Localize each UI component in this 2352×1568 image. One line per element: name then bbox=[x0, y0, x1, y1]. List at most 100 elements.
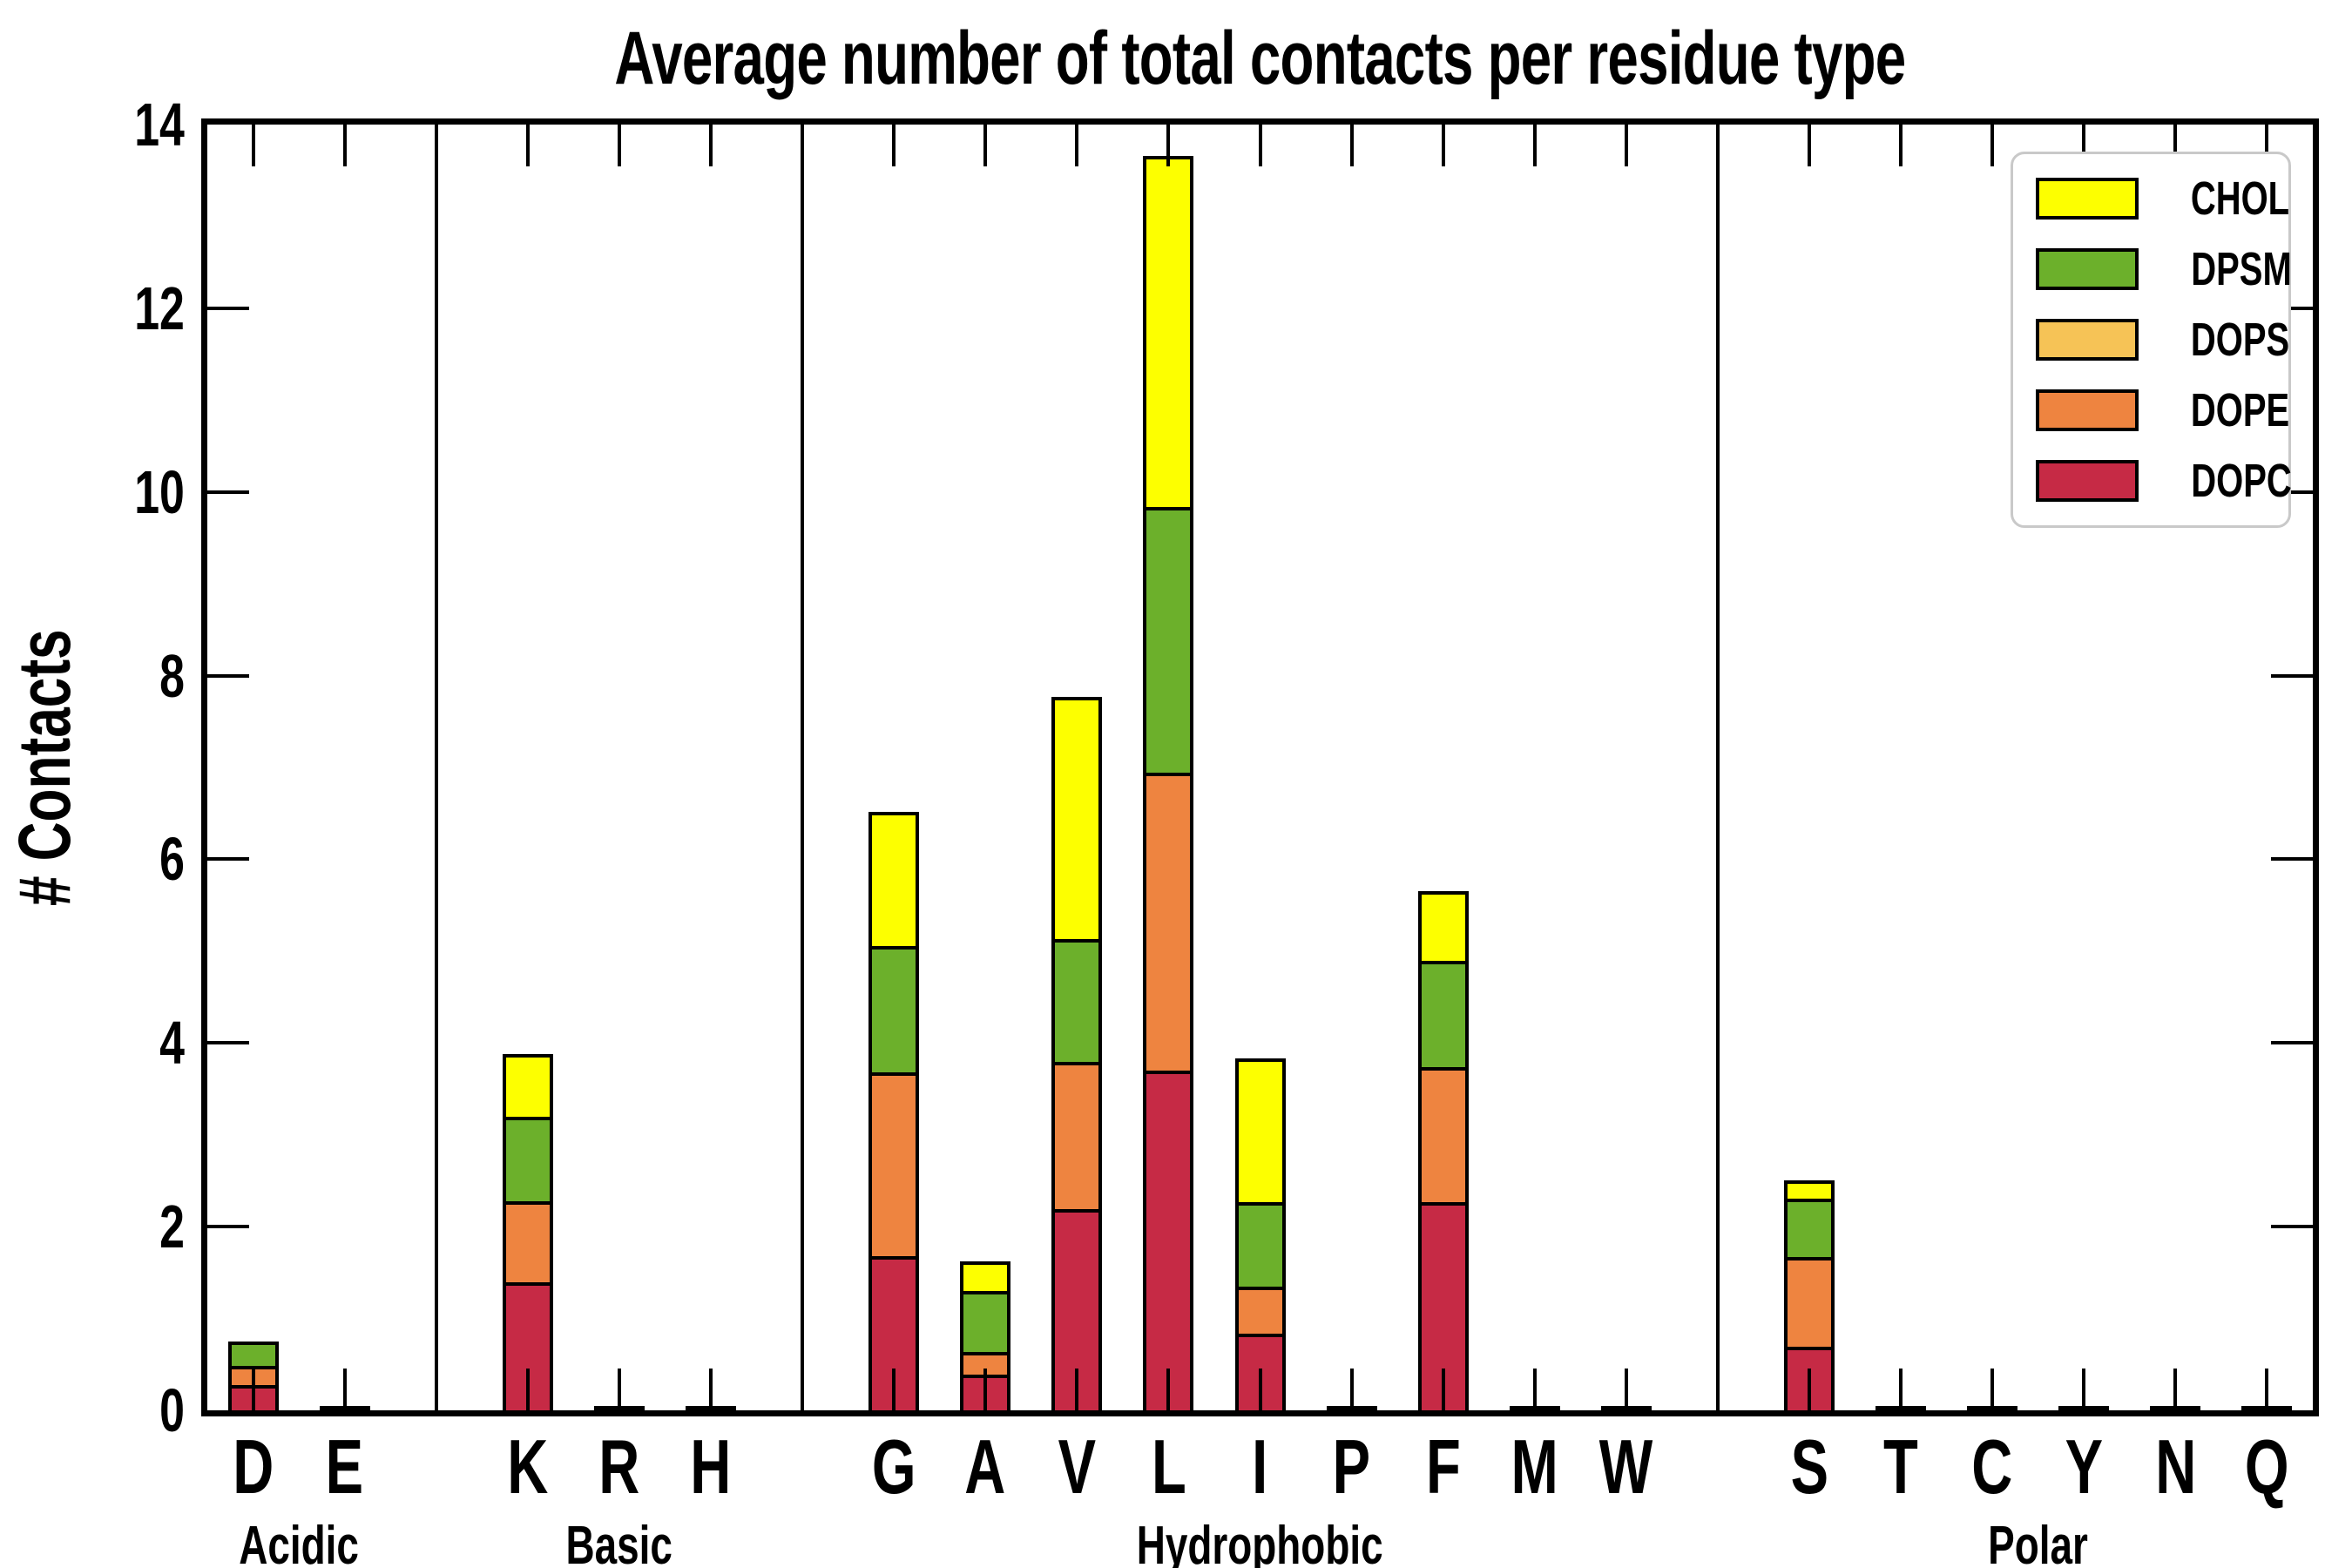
x-tick-mark-top bbox=[617, 125, 621, 166]
bar-segment-I-CHOL bbox=[1238, 1062, 1282, 1206]
bar-segment-F-DPSM bbox=[1421, 963, 1465, 1071]
x-tick-mark-top bbox=[1349, 125, 1354, 166]
plot-area bbox=[201, 118, 2319, 1416]
bar-L bbox=[1143, 156, 1194, 1410]
x-tick-label-W: W bbox=[1548, 1425, 1705, 1509]
legend-swatch-DOPS bbox=[2036, 318, 2139, 361]
y-tick-label-text: 8 bbox=[159, 641, 185, 710]
y-tick-mark-right bbox=[2271, 1041, 2313, 1045]
x-tick-label-text: K bbox=[507, 1423, 549, 1510]
legend-label-CHOL: CHOL bbox=[2173, 172, 2307, 226]
x-tick-mark-bottom bbox=[1258, 1369, 1262, 1410]
y-tick-label-2: 2 bbox=[0, 1187, 185, 1266]
bar-segment-A-CHOL bbox=[963, 1265, 1008, 1295]
bar-segment-K-DOPE bbox=[505, 1204, 550, 1286]
x-tick-label-text: H bbox=[690, 1423, 732, 1510]
bar-segment-F-DOPE bbox=[1421, 1070, 1465, 1206]
x-tick-label-N: N bbox=[2097, 1425, 2254, 1509]
group-label-basic: Basic bbox=[393, 1516, 846, 1568]
x-tick-mark-bottom bbox=[1624, 1369, 1628, 1410]
y-tick-label-text: 14 bbox=[134, 91, 185, 159]
group-label-polar: Polar bbox=[1812, 1516, 2265, 1568]
bar-segment-A-DPSM bbox=[963, 1294, 1008, 1355]
x-tick-mark-bottom bbox=[708, 1369, 713, 1410]
bar-segment-L-DPSM bbox=[1146, 510, 1191, 776]
x-tick-label-Y: Y bbox=[2005, 1425, 2162, 1509]
x-tick-label-text: A bbox=[964, 1423, 1006, 1510]
legend-label-DOPC: DOPC bbox=[2173, 454, 2309, 508]
y-tick-mark-right bbox=[2271, 857, 2313, 862]
x-tick-mark-top bbox=[342, 125, 347, 166]
group-separator-line bbox=[1715, 125, 1720, 1410]
x-tick-mark-bottom bbox=[1166, 1369, 1171, 1410]
bar-segment-S-CHOL bbox=[1788, 1183, 1832, 1202]
x-tick-label-C: C bbox=[1914, 1425, 2071, 1509]
y-tick-label-text: 12 bbox=[134, 274, 185, 342]
legend-swatch-DOPE bbox=[2036, 389, 2139, 432]
y-tick-mark-left bbox=[207, 490, 249, 494]
legend-entry-DOPE: DOPE bbox=[2036, 383, 2290, 437]
x-tick-mark-top bbox=[1075, 125, 1079, 166]
bar-V bbox=[1051, 697, 1103, 1410]
x-tick-mark-bottom bbox=[2173, 1369, 2178, 1410]
x-tick-mark-bottom bbox=[2082, 1369, 2086, 1410]
x-tick-label-text: T bbox=[1883, 1423, 1918, 1510]
x-tick-label-Q: Q bbox=[2188, 1425, 2345, 1509]
legend-label-text: CHOL bbox=[2190, 172, 2290, 225]
y-tick-mark-right bbox=[2271, 490, 2313, 494]
x-tick-mark-bottom bbox=[1899, 1369, 1903, 1410]
x-tick-mark-top bbox=[708, 125, 713, 166]
bar-segment-V-CHOL bbox=[1055, 700, 1099, 943]
x-tick-label-text: L bbox=[1151, 1423, 1186, 1510]
y-tick-label-14: 14 bbox=[0, 85, 185, 164]
bar-segment-F-CHOL bbox=[1421, 894, 1465, 964]
x-tick-label-text: C bbox=[1971, 1423, 2013, 1510]
bar-segment-D-DPSM bbox=[231, 1345, 275, 1369]
bar-segment-L-DOPC bbox=[1146, 1074, 1191, 1410]
bar-F bbox=[1417, 890, 1469, 1410]
x-tick-mark-bottom bbox=[1075, 1369, 1079, 1410]
legend-label-text: DOPC bbox=[2191, 455, 2292, 508]
x-tick-mark-top bbox=[1441, 125, 1445, 166]
x-tick-label-E: E bbox=[267, 1425, 423, 1509]
x-tick-label-text: S bbox=[1790, 1423, 1828, 1510]
x-tick-mark-top bbox=[892, 125, 896, 166]
y-tick-label-12: 12 bbox=[0, 269, 185, 348]
x-tick-mark-bottom bbox=[525, 1369, 530, 1410]
x-tick-mark-top bbox=[1899, 125, 1903, 166]
x-tick-label-text: P bbox=[1332, 1423, 1371, 1510]
x-tick-label-F: F bbox=[1365, 1425, 1522, 1509]
x-tick-mark-top bbox=[1624, 125, 1628, 166]
chart-title-text: Average number of total contacts per res… bbox=[614, 17, 1906, 100]
bar-segment-G-DPSM bbox=[872, 949, 916, 1077]
x-tick-mark-bottom bbox=[1532, 1369, 1537, 1410]
y-tick-label-text: 0 bbox=[159, 1376, 185, 1444]
y-tick-mark-right bbox=[2271, 1225, 2313, 1229]
x-tick-label-text: G bbox=[871, 1423, 916, 1510]
x-tick-label-P: P bbox=[1274, 1425, 1430, 1509]
group-label-text: Acidic bbox=[239, 1516, 359, 1568]
y-tick-label-text: 4 bbox=[159, 1009, 185, 1078]
group-separator-line bbox=[434, 125, 438, 1410]
x-tick-mark-top bbox=[2173, 125, 2178, 166]
x-tick-label-V: V bbox=[998, 1425, 1155, 1509]
x-tick-mark-top bbox=[1166, 125, 1171, 166]
x-tick-mark-bottom bbox=[342, 1369, 347, 1410]
bar-S bbox=[1784, 1179, 1835, 1410]
x-tick-mark-top bbox=[251, 125, 255, 166]
x-tick-label-T: T bbox=[1822, 1425, 1979, 1509]
x-tick-mark-top bbox=[1990, 125, 1995, 166]
legend: CHOL DPSM DOPS DOPE DOPC bbox=[2011, 152, 2292, 528]
x-tick-mark-bottom bbox=[983, 1369, 988, 1410]
x-tick-label-A: A bbox=[907, 1425, 1064, 1509]
y-tick-mark-right bbox=[2271, 673, 2313, 678]
legend-label-text: DOPE bbox=[2190, 384, 2290, 437]
bar-segment-S-DPSM bbox=[1788, 1201, 1832, 1261]
group-separator-line bbox=[801, 125, 805, 1410]
group-label-text: Hydrophobic bbox=[1137, 1516, 1383, 1568]
x-tick-label-text: F bbox=[1425, 1423, 1461, 1510]
x-tick-label-D: D bbox=[175, 1425, 332, 1509]
x-tick-mark-top bbox=[1258, 125, 1262, 166]
y-tick-label-8: 8 bbox=[0, 637, 185, 715]
x-tick-label-text: I bbox=[1252, 1423, 1268, 1510]
